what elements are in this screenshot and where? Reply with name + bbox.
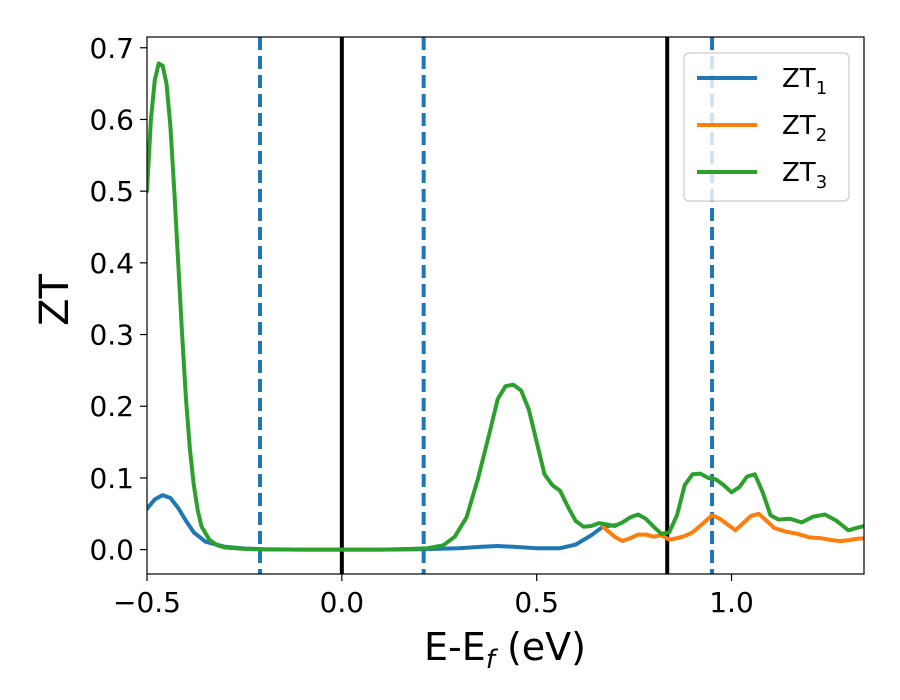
y-tick-label: 0.2 — [89, 390, 134, 423]
y-tick-label: 0.3 — [89, 319, 134, 352]
y-tick-label: 0.1 — [89, 462, 134, 495]
x-tick-label: 1.0 — [709, 586, 754, 619]
x-tick-label: 0.0 — [320, 586, 365, 619]
x-axis-label: E-Ef (eV) — [424, 625, 586, 675]
series-line-zt3 — [147, 61, 864, 552]
x-tick-label: 0.5 — [514, 586, 559, 619]
x-tick-label: −0.5 — [113, 586, 181, 619]
legend-box — [683, 52, 850, 202]
y-axis-label: ZT — [32, 274, 78, 326]
plot-frame — [146, 36, 865, 575]
legend-label-zt1: ZT1 — [782, 64, 827, 99]
legend: ZT1 ZT2 ZT3 — [683, 52, 850, 202]
legend-label-zt2: ZT2 — [782, 111, 827, 146]
series-lines — [147, 61, 864, 552]
y-axis-ticks: 0.0 0.1 0.2 0.3 0.4 0.5 0.6 0.7 — [89, 32, 147, 567]
y-tick-label: 0.0 — [89, 534, 134, 567]
reference-lines — [258, 37, 715, 574]
x-axis-ticks: −0.5 0.0 0.5 1.0 — [113, 574, 754, 619]
y-tick-label: 0.4 — [89, 247, 134, 280]
series-line-zt2 — [600, 511, 864, 543]
y-tick-label: 0.7 — [89, 32, 134, 65]
y-tick-label: 0.6 — [89, 103, 134, 136]
y-tick-label: 0.5 — [89, 175, 134, 208]
legend-label-zt3: ZT3 — [782, 158, 827, 193]
